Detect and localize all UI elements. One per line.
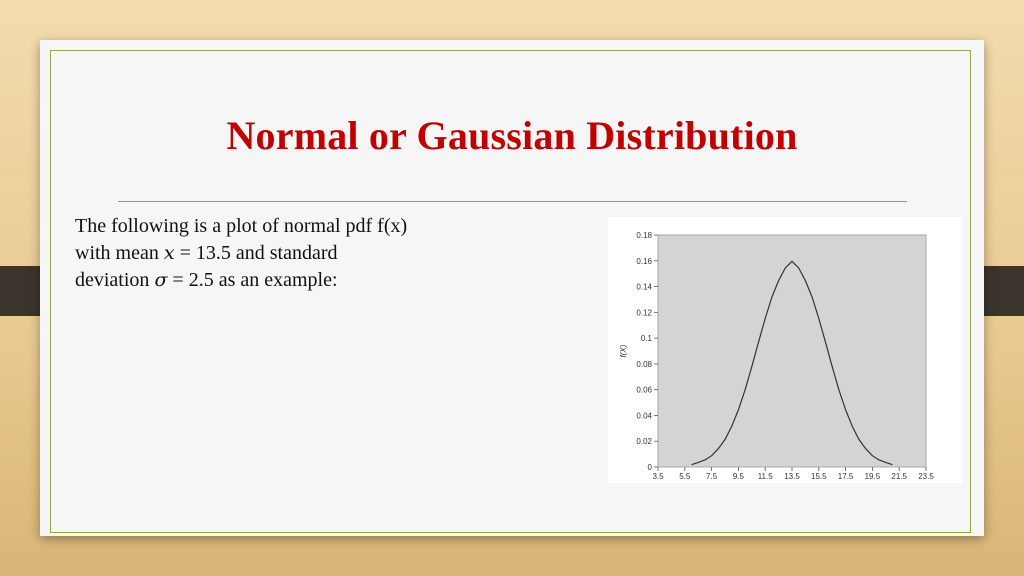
y-tick-label: 0.04 (636, 411, 652, 420)
body-text: The following is a plot of normal pdf f(… (75, 213, 535, 294)
y-tick-label: 0.18 (636, 231, 652, 240)
x-tick-label: 13.5 (784, 472, 800, 481)
y-tick-label: 0.08 (636, 360, 652, 369)
x-axis: 3.5 5.5 7.5 9.5 11.5 13.5 15.5 17.5 19.5 21.5 23.5 (652, 467, 934, 481)
x-tick-label: 9.5 (733, 472, 745, 481)
pdf-curve (691, 260, 893, 466)
slide-frame (50, 50, 971, 533)
plot-area (657, 234, 927, 468)
body-line-1: The following is a plot of normal pdf f(… (75, 215, 408, 237)
x-tick-label: 23.5 (918, 472, 934, 481)
title-divider (118, 201, 907, 202)
body-line-3-suffix: = 2.5 as an example: (167, 269, 338, 291)
x-tick-label: 3.5 (652, 472, 664, 481)
y-tick-label: 0.12 (636, 308, 652, 317)
chart-panel: 0 0.02 0.04 0.06 0.08 0.1 0.12 0.14 0.16 0.18 3.5… (608, 217, 962, 492)
x-tick-label: 7.5 (706, 472, 718, 481)
y-tick-label: 0.14 (636, 283, 652, 292)
x-tick-label: 21.5 (891, 472, 907, 481)
body-line-3: deviation σ = 2.5 as an example: (75, 267, 535, 294)
y-axis: 0 0.02 0.04 0.06 0.08 0.1 0.12 0.14 0.16 0.18 (636, 231, 658, 472)
x-tick-label: 15.5 (811, 472, 827, 481)
y-axis-label: f(X) (619, 344, 628, 357)
body-line-2-suffix: = 13.5 and standard (174, 242, 338, 264)
mean-symbol: x (163, 242, 175, 264)
x-tick-label: 17.5 (838, 472, 854, 481)
y-tick-label: 0.02 (636, 437, 652, 446)
sigma-symbol: σ (154, 269, 168, 291)
x-tick-label: 19.5 (865, 472, 881, 481)
slide: Normal or Gaussian Distribution The foll… (40, 40, 984, 536)
y-tick-label: 0.06 (636, 386, 652, 395)
y-tick-label: 0.1 (641, 334, 653, 343)
body-line-3-prefix: deviation (75, 269, 155, 291)
normal-pdf-chart: 0 0.02 0.04 0.06 0.08 0.1 0.12 0.14 0.16 0.18 3.5… (619, 231, 934, 492)
x-tick-label: 11.5 (758, 472, 774, 481)
y-tick-label: 0 (648, 463, 653, 472)
x-tick-label: 5.5 (679, 472, 691, 481)
y-tick-label: 0.16 (636, 257, 652, 266)
body-line-2-prefix: with mean (75, 242, 164, 264)
slide-title: Normal or Gaussian Distribution (226, 113, 798, 158)
x-axis-label: x (789, 482, 795, 483)
body-line-2: with mean x = 13.5 and standard (75, 240, 535, 267)
